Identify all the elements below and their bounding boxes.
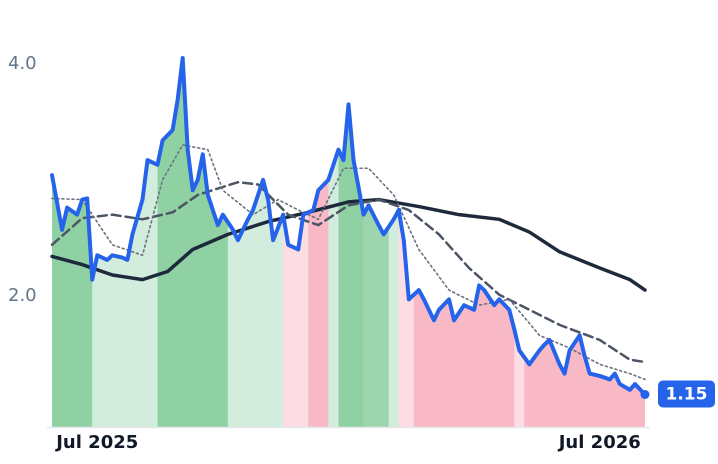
y-tick-label: 4.0 bbox=[8, 53, 37, 74]
end-label: 1.15 bbox=[666, 385, 708, 405]
average-line bbox=[50, 197, 647, 292]
regime-band bbox=[413, 58, 515, 427]
regime-band bbox=[363, 58, 390, 427]
regime-band bbox=[92, 58, 159, 427]
regime-band bbox=[514, 58, 525, 427]
line-group bbox=[50, 56, 647, 397]
last-point bbox=[640, 390, 650, 400]
regime-band bbox=[338, 58, 365, 427]
x-tick-label: Jul 2025 bbox=[54, 432, 138, 453]
regime-band bbox=[308, 58, 329, 427]
average-line bbox=[51, 144, 646, 381]
end-label-box bbox=[658, 380, 715, 408]
regime-band bbox=[328, 58, 339, 427]
y-tick-label: 2.0 bbox=[8, 285, 37, 306]
band-group bbox=[52, 58, 645, 427]
x-tick-label: Jul 2026 bbox=[557, 432, 641, 453]
price-line bbox=[50, 56, 647, 397]
regime-band bbox=[388, 58, 400, 427]
